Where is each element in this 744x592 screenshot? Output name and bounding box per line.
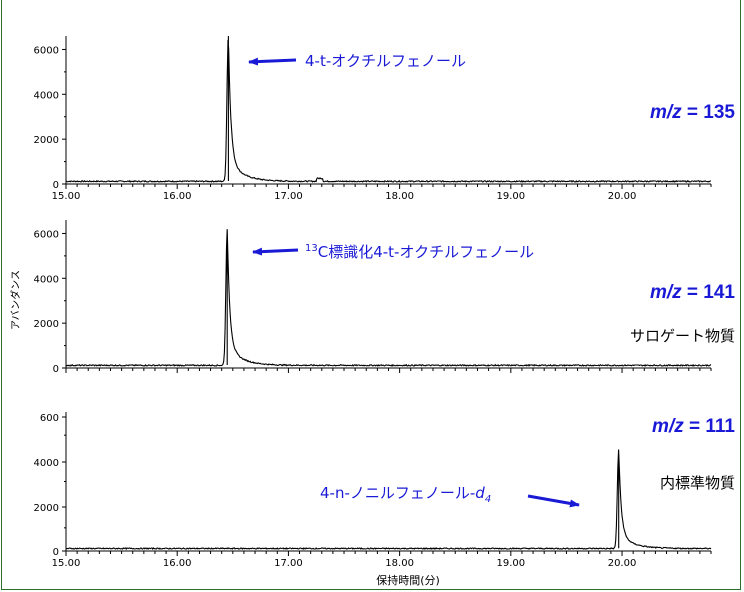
chromatogram-trace [66,36,712,183]
compound-name: C標識化4-t-オクチルフェノール [318,243,534,261]
y-tick-labels: 0 2000 4000 600 [34,413,59,558]
compound-label: 4-t-オクチルフェノール [305,52,466,70]
y-tick-label: 6000 [34,45,59,56]
mz-prefix: m/z [652,416,684,437]
x-tick-label: 20.00 [608,558,637,569]
y-tick-label: 2000 [34,503,59,514]
x-tick-label: 20.00 [608,191,637,202]
x-tick-labels: 15.00 16.00 17.00 18.00 19.00 20.00 [52,558,637,569]
x-tick-label: 18.00 [385,191,414,202]
y-tick-label: 0 [53,547,59,558]
annotation-arrow [252,247,299,256]
y-tick-labels: 0 2000 4000 6000 [34,229,59,375]
compound-sup: 13 [305,243,318,254]
compound-suffix: d [475,484,485,502]
mz-value: = 135 [682,102,736,123]
panel-ticks [62,412,712,556]
mz-prefix: m/z [650,282,682,303]
mz-value: = 141 [682,282,736,303]
compound-sub: 4 [485,494,491,505]
x-tick-label: 16.00 [163,558,192,569]
x-tick-label: 18.00 [385,558,414,569]
y-tick-label: 4000 [34,90,59,101]
annotation-arrow [248,57,297,66]
compound-name: 4-n-ノニルフェノール- [320,484,475,502]
chromatogram-panel-mz135: 0 2000 4000 6000 15.00 16.00 17.00 18.00 19.00 2… [34,36,735,202]
panel-ticks [62,36,712,189]
x-axis-title: 保持時間(分) [376,573,440,587]
y-tick-labels: 0 2000 4000 6000 [34,45,59,191]
x-tick-label: 17.00 [274,558,303,569]
category-label: サロゲート物質 [630,327,735,345]
y-tick-label: 4000 [34,274,59,285]
mz-label: m/z = 141 [650,282,735,303]
x-tick-label: 16.00 [163,191,192,202]
x-tick-label: 19.00 [497,191,526,202]
y-tick-label: 4000 [34,458,59,469]
chromatogram-trace [65,229,712,367]
x-tick-label: 17.00 [274,191,303,202]
category-label: 内標準物質 [660,474,735,492]
chromatogram-trace [65,449,712,550]
chromatogram-panel-mz141: 0 2000 4000 6000 m/z = 141 サロゲート物質 13C標識化4-… [34,220,735,375]
y-tick-label: 0 [53,364,59,375]
x-tick-label: 19.00 [497,558,526,569]
mz-label: m/z = 135 [650,102,735,123]
y-axis-title: アバンダンス [9,270,22,330]
compound-label: 13C標識化4-t-オクチルフェノール [305,243,534,261]
y-tick-label: 2000 [34,135,59,146]
x-tick-labels: 15.00 16.00 17.00 18.00 19.00 20.00 [52,191,637,202]
y-tick-label: 0 [53,180,59,191]
y-tick-label: 2000 [34,319,59,330]
annotation-arrow [527,494,580,508]
panel-ticks [62,220,712,373]
mz-label: m/z = 111 [652,416,735,437]
mz-value: = 111 [684,416,736,437]
chromatogram-panel-mz111: 0 2000 4000 600 15.00 16.00 17.00 18.00 19.00 20… [34,412,735,569]
y-tick-label: 6000 [34,229,59,240]
x-tick-label: 15.00 [52,558,81,569]
compound-label: 4-n-ノニルフェノール-d4 [320,484,491,505]
y-tick-label: 600 [40,413,59,424]
x-tick-label: 15.00 [52,191,81,202]
mz-prefix: m/z [650,102,682,123]
